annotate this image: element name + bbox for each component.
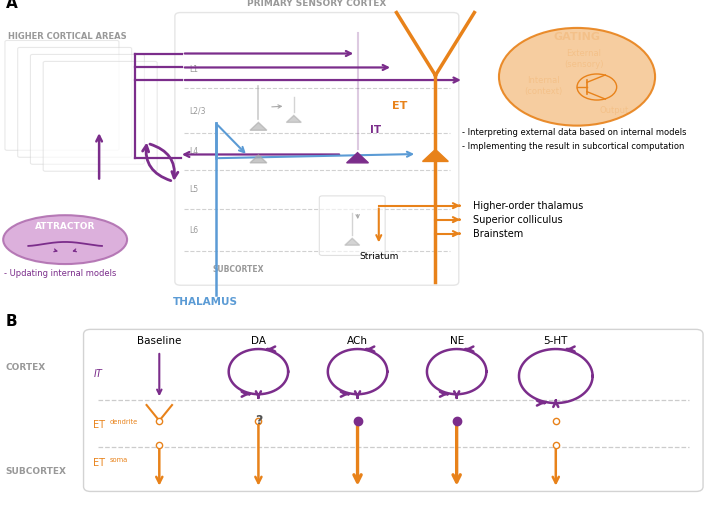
Text: CORTEX: CORTEX: [6, 363, 46, 372]
Text: ET: ET: [392, 101, 407, 111]
Text: L1: L1: [189, 65, 198, 74]
Polygon shape: [250, 155, 267, 163]
Text: L2/3: L2/3: [189, 106, 205, 115]
Text: Striatum: Striatum: [359, 252, 399, 261]
Text: Superior colliculus: Superior colliculus: [473, 215, 563, 224]
Text: L6: L6: [189, 226, 198, 235]
Text: ET: ET: [93, 458, 105, 468]
Polygon shape: [250, 123, 267, 130]
Ellipse shape: [499, 28, 655, 126]
Text: ?: ?: [255, 414, 262, 427]
Text: soma: soma: [110, 457, 128, 463]
FancyBboxPatch shape: [18, 48, 132, 157]
FancyBboxPatch shape: [319, 196, 385, 255]
Text: ET: ET: [93, 420, 105, 430]
Text: B: B: [6, 314, 17, 329]
Text: Brainstem: Brainstem: [473, 229, 523, 238]
Polygon shape: [347, 153, 368, 163]
Text: - Updating internal models: - Updating internal models: [4, 269, 116, 278]
Text: SUBCORTEX: SUBCORTEX: [212, 265, 264, 275]
Text: IT: IT: [370, 125, 382, 135]
FancyBboxPatch shape: [84, 329, 703, 492]
FancyBboxPatch shape: [5, 40, 119, 150]
Text: dendrite: dendrite: [110, 419, 138, 425]
Text: HIGHER CORTICAL AREAS: HIGHER CORTICAL AREAS: [8, 32, 127, 41]
Text: Output: Output: [600, 106, 629, 115]
Text: THALAMUS: THALAMUS: [173, 297, 238, 307]
Text: ACh: ACh: [347, 336, 368, 346]
Polygon shape: [345, 238, 360, 245]
Text: PRIMARY SENSORY CORTEX: PRIMARY SENSORY CORTEX: [247, 0, 387, 8]
Text: L5: L5: [189, 185, 198, 194]
Text: NE: NE: [450, 336, 464, 346]
Polygon shape: [423, 149, 448, 161]
Polygon shape: [286, 115, 302, 123]
Text: Internal
(context): Internal (context): [524, 77, 562, 96]
Text: External
(sensory): External (sensory): [564, 50, 604, 69]
Text: A: A: [6, 0, 18, 11]
FancyBboxPatch shape: [175, 12, 459, 285]
Text: - Interpreting external data based on internal models: - Interpreting external data based on in…: [462, 128, 686, 137]
Text: IT: IT: [93, 369, 103, 378]
Text: DA: DA: [251, 336, 266, 346]
Text: - Implementing the result in subcortical computation: - Implementing the result in subcortical…: [462, 142, 684, 151]
Text: SUBCORTEX: SUBCORTEX: [6, 467, 67, 476]
Text: ATTRACTOR: ATTRACTOR: [35, 222, 96, 231]
Text: Higher-order thalamus: Higher-order thalamus: [473, 201, 583, 210]
Ellipse shape: [3, 215, 127, 264]
Text: L4: L4: [189, 147, 198, 156]
Text: Baseline: Baseline: [137, 336, 181, 346]
FancyBboxPatch shape: [43, 62, 157, 171]
Text: GATING: GATING: [554, 32, 600, 42]
FancyBboxPatch shape: [30, 54, 144, 164]
Text: 5-HT: 5-HT: [544, 336, 568, 346]
